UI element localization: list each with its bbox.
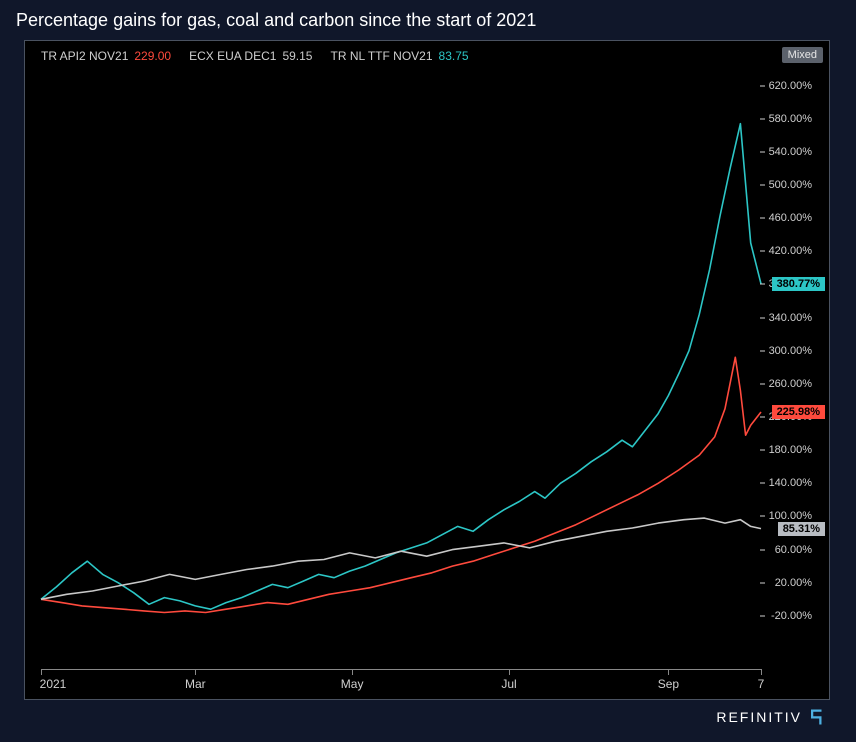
x-tick-mark	[41, 669, 42, 675]
y-tick-mark	[760, 151, 765, 152]
y-tick-mark	[760, 582, 765, 583]
y-tick-label: 180.00%	[769, 444, 812, 456]
x-tick-mark	[195, 669, 196, 675]
y-tick-label: 300.00%	[769, 345, 812, 357]
x-tick-label: 2021	[40, 677, 67, 691]
series-line-api2	[41, 357, 761, 612]
series-line-eua	[41, 518, 761, 599]
y-tick-mark	[760, 284, 765, 285]
y-tick-label: 460.00%	[769, 212, 812, 224]
y-tick-label: 20.00%	[775, 577, 812, 589]
x-tick-mark	[668, 669, 669, 675]
y-tick-mark	[760, 450, 765, 451]
y-tick-label: 420.00%	[769, 245, 812, 257]
y-tick-mark	[760, 615, 765, 616]
legend-series-value: 229.00	[134, 49, 171, 63]
x-axis-line	[41, 669, 761, 670]
series-final-value-badge: 85.31%	[778, 522, 825, 536]
x-tick-mark	[509, 669, 510, 675]
legend-series-name: ECX EUA DEC1	[189, 49, 276, 63]
y-tick-mark	[760, 185, 765, 186]
attribution: REFINITIV	[716, 708, 826, 726]
y-tick-mark	[760, 350, 765, 351]
x-axis: 2021MarMayJulSep7	[41, 659, 761, 699]
y-tick-label: 140.00%	[769, 477, 812, 489]
series-final-value-badge: 225.98%	[772, 405, 825, 419]
y-tick-label: 260.00%	[769, 378, 812, 390]
legend-series-value: 59.15	[282, 49, 312, 63]
x-tick-mark	[352, 669, 353, 675]
y-tick-label: 60.00%	[775, 544, 812, 556]
legend-item: TR NL TTF NOV21 83.75	[330, 49, 468, 63]
y-tick-mark	[760, 483, 765, 484]
y-tick-mark	[760, 317, 765, 318]
y-tick-label: 540.00%	[769, 146, 812, 158]
y-tick-label: 620.00%	[769, 80, 812, 92]
mixed-scale-badge: Mixed	[782, 47, 823, 63]
y-tick-mark	[760, 218, 765, 219]
x-tick-label: Sep	[658, 677, 679, 691]
page-title: Percentage gains for gas, coal and carbo…	[0, 0, 856, 37]
series-final-value-badge: 380.77%	[772, 277, 825, 291]
series-line-ttf	[41, 124, 761, 610]
refinitiv-logo-icon	[808, 708, 826, 726]
legend-series-value: 83.75	[439, 49, 469, 63]
y-axis: -20.00%20.00%60.00%100.00%140.00%180.00%…	[759, 69, 829, 649]
x-tick-label: Mar	[185, 677, 206, 691]
y-tick-label: 580.00%	[769, 113, 812, 125]
chart-plot-area	[41, 69, 761, 649]
x-tick-label: Jul	[501, 677, 516, 691]
legend-item: TR API2 NOV21 229.00	[41, 49, 171, 63]
y-tick-label: -20.00%	[771, 610, 812, 622]
legend-series-name: TR API2 NOV21	[41, 49, 128, 63]
legend-series-name: TR NL TTF NOV21	[330, 49, 432, 63]
attribution-label: REFINITIV	[716, 709, 802, 725]
legend-item: ECX EUA DEC1 59.15	[189, 49, 312, 63]
chart-frame: TR API2 NOV21 229.00 ECX EUA DEC1 59.15 TR N…	[24, 40, 830, 700]
y-tick-mark	[760, 417, 765, 418]
y-tick-mark	[760, 516, 765, 517]
y-tick-mark	[760, 549, 765, 550]
x-tick-label: 7	[758, 677, 765, 691]
y-tick-label: 340.00%	[769, 312, 812, 324]
y-tick-mark	[760, 118, 765, 119]
y-tick-mark	[760, 85, 765, 86]
y-tick-label: 500.00%	[769, 179, 812, 191]
y-tick-mark	[760, 251, 765, 252]
x-tick-mark	[761, 669, 762, 675]
chart-legend: TR API2 NOV21 229.00 ECX EUA DEC1 59.15 TR N…	[41, 49, 469, 63]
x-tick-label: May	[341, 677, 364, 691]
y-tick-mark	[760, 383, 765, 384]
